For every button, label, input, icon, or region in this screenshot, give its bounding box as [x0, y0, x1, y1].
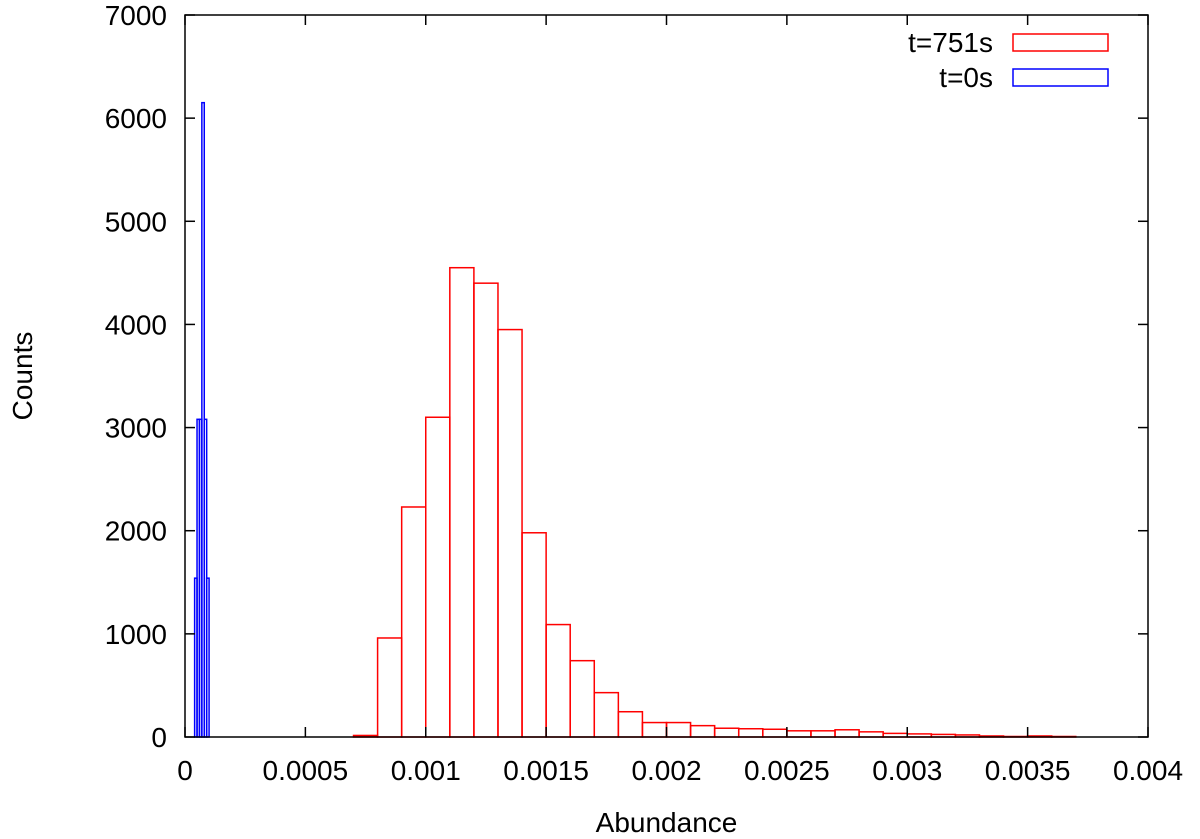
legend-label-t751: t=751s [908, 27, 993, 58]
x-tick-label: 0.004 [1113, 755, 1183, 786]
bar [449, 266, 475, 738]
y-tick-label: 7000 [105, 0, 167, 31]
y-tick-label: 3000 [105, 413, 167, 444]
bar [834, 729, 860, 738]
bar [205, 577, 210, 738]
legend-label-t0: t=0s [939, 62, 993, 93]
y-tick-label: 5000 [105, 206, 167, 237]
y-axis-label: Counts [7, 332, 38, 421]
bar [617, 710, 644, 738]
x-tick-label: 0.0025 [744, 755, 830, 786]
bar [473, 282, 499, 738]
x-tick-label: 0.003 [872, 755, 942, 786]
legend-swatch-t751 [1012, 33, 1109, 52]
y-tick-label: 4000 [105, 309, 167, 340]
series-1 [193, 101, 210, 738]
bar [641, 721, 668, 738]
x-tick-label: 0.001 [391, 755, 461, 786]
bar [858, 731, 884, 738]
bar [689, 724, 716, 738]
x-axis-label: Abundance [596, 807, 738, 838]
legend-swatch-t0 [1012, 68, 1109, 87]
y-tick-label: 2000 [105, 516, 167, 547]
ticks-layer: 0 0.0005 0.001 0.0015 0.002 0.0025 0.003 0.0035… [105, 0, 1183, 786]
bars-layer [193, 101, 1077, 738]
series-0 [352, 266, 1077, 738]
bar [665, 721, 692, 738]
bar [713, 727, 740, 738]
x-tick-label: 0.0005 [263, 755, 349, 786]
y-tick-label: 6000 [105, 103, 167, 134]
bar [376, 637, 403, 738]
x-tick-label: 0 [177, 755, 193, 786]
bar [497, 328, 523, 738]
x-tick-label: 0.002 [631, 755, 701, 786]
y-tick-label: 1000 [105, 619, 167, 650]
bar [521, 532, 547, 738]
bar [400, 506, 427, 738]
x-tick-label: 0.0015 [503, 755, 589, 786]
bar [810, 730, 836, 738]
bar [545, 623, 571, 738]
bar [569, 659, 596, 738]
plot-frame [184, 14, 1149, 738]
legend: t=751s t=0s [908, 27, 1109, 93]
bar [737, 727, 764, 738]
bar [425, 416, 451, 738]
bar [762, 728, 788, 738]
bar [786, 730, 812, 738]
y-tick-label: 0 [151, 722, 167, 753]
x-tick-label: 0.0035 [985, 755, 1071, 786]
bar [593, 691, 620, 738]
